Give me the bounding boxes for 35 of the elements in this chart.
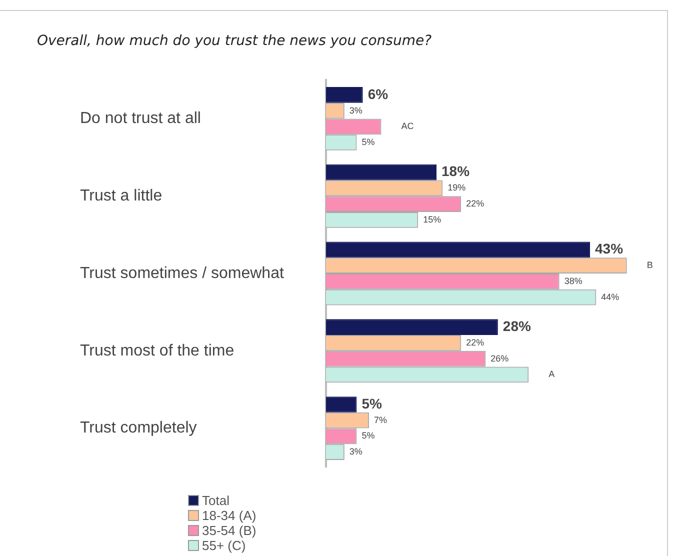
data-label: 3% bbox=[349, 105, 362, 116]
data-label: 28% bbox=[502, 318, 532, 334]
data-label: 22% bbox=[466, 337, 484, 348]
data-label: 15% bbox=[423, 214, 442, 224]
data-label: 44% bbox=[601, 292, 620, 302]
bar bbox=[326, 242, 590, 258]
bar bbox=[326, 164, 437, 180]
legend-label: 18-34 (A) bbox=[202, 508, 256, 523]
data-label: 7% bbox=[374, 414, 387, 425]
y-tick-label: Trust completely bbox=[80, 420, 197, 437]
chart-title: Overall, how much do you trust the news you consume? bbox=[37, 33, 432, 49]
y-tick-label: Trust most of the time bbox=[80, 342, 234, 360]
data-label: 43% bbox=[595, 240, 624, 257]
data-label: 19% bbox=[448, 182, 466, 193]
data-label: 3% bbox=[349, 446, 362, 457]
data-label: 5% bbox=[362, 430, 375, 441]
bar bbox=[326, 319, 498, 336]
legend-label: 55+ (C) bbox=[202, 538, 246, 553]
data-label: 5% bbox=[362, 395, 382, 412]
bar bbox=[326, 86, 363, 103]
data-label: 18% bbox=[442, 163, 470, 180]
data-label: 5% bbox=[362, 136, 375, 147]
data-label: AC bbox=[401, 121, 414, 132]
data-label: 26% bbox=[490, 353, 509, 364]
data-label: 38% bbox=[564, 276, 582, 286]
data-label: 22% bbox=[466, 198, 484, 209]
y-tick-label: Trust sometimes / somewhat bbox=[80, 264, 284, 282]
legend-label: Total bbox=[202, 493, 230, 508]
data-label: B bbox=[646, 260, 653, 270]
legend-label: 35-54 (B) bbox=[202, 523, 256, 538]
data-label: 6% bbox=[368, 86, 389, 102]
y-tick-label: Do not trust at all bbox=[80, 110, 201, 128]
bar bbox=[326, 396, 357, 412]
data-label: A bbox=[548, 369, 555, 380]
y-tick-label: Trust a little bbox=[80, 188, 162, 205]
